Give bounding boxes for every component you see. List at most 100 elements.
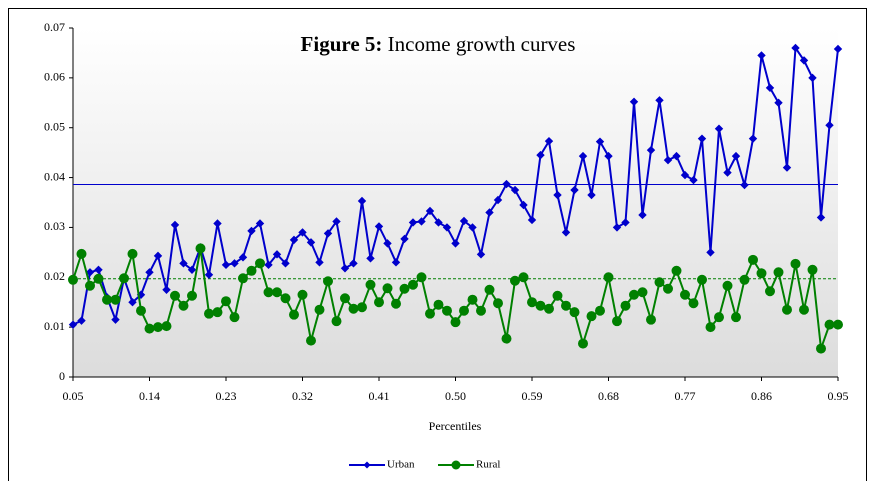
y-tick-label: 0.03: [44, 219, 65, 233]
urban-marker: [408, 218, 418, 227]
urban-marker: [349, 259, 358, 268]
x-tick-label: 0.86: [751, 389, 772, 403]
urban-marker: [570, 185, 579, 195]
urban-marker: [595, 137, 605, 146]
rural-marker: [204, 308, 214, 319]
urban-marker: [544, 136, 554, 146]
rural-marker: [331, 316, 342, 327]
urban-marker: [689, 175, 698, 185]
urban-marker: [255, 219, 265, 228]
rural-marker: [646, 314, 656, 325]
urban-marker: [672, 151, 681, 161]
urban-marker: [451, 239, 460, 248]
rural-marker: [425, 308, 435, 319]
rural-marker: [654, 277, 665, 288]
x-tick-label: 0.50: [445, 389, 466, 403]
urban-marker: [238, 253, 248, 262]
rural-marker: [416, 272, 427, 283]
urban-marker: [663, 155, 673, 165]
urban-marker: [357, 196, 367, 206]
rural-marker: [348, 303, 359, 314]
rural-marker: [195, 243, 206, 254]
urban-marker: [153, 251, 163, 261]
rural-marker: [467, 294, 478, 305]
urban-marker: [629, 97, 639, 106]
legend-marker: [363, 461, 371, 469]
urban-marker: [68, 320, 78, 329]
x-tick-label: 0.05: [63, 389, 84, 403]
y-tick-label: 0.02: [44, 269, 65, 283]
urban-marker: [391, 258, 401, 267]
rural-marker: [136, 305, 146, 316]
rural-marker: [297, 289, 308, 300]
urban-marker: [145, 268, 154, 277]
urban-marker: [366, 254, 375, 263]
rural-marker: [408, 279, 418, 290]
x-tick-label: 0.14: [139, 389, 160, 403]
urban-marker: [272, 250, 282, 259]
rural-marker: [68, 274, 78, 285]
urban-marker: [170, 220, 180, 230]
urban-marker: [816, 213, 826, 222]
rural-marker: [93, 273, 104, 284]
rural-marker: [527, 297, 537, 308]
urban-marker: [578, 151, 588, 161]
urban-marker: [179, 259, 188, 268]
urban-marker: [791, 43, 800, 53]
rural-marker: [620, 300, 631, 311]
rural-marker: [357, 302, 367, 313]
rural-marker: [263, 287, 274, 298]
urban-marker: [85, 268, 95, 277]
urban-marker: [315, 258, 324, 267]
urban-marker: [128, 298, 137, 307]
rural-marker: [476, 305, 486, 316]
urban-marker: [799, 56, 809, 65]
urban-marker: [536, 150, 545, 160]
urban-marker: [434, 218, 443, 227]
rural-marker: [102, 294, 112, 305]
rural-marker: [170, 290, 180, 301]
x-tick-label: 0.32: [292, 389, 313, 403]
rural-marker: [212, 307, 223, 318]
urban-marker: [374, 222, 384, 231]
series-group: [68, 243, 843, 354]
urban-marker: [323, 229, 333, 238]
rural-marker: [238, 273, 248, 284]
rural-marker: [374, 297, 384, 308]
urban-marker: [774, 98, 783, 107]
rural-marker: [340, 293, 350, 304]
urban-marker: [213, 219, 222, 228]
rural-marker: [586, 311, 597, 322]
rural-marker: [748, 254, 758, 265]
urban-marker: [706, 248, 715, 257]
rural-marker: [153, 322, 163, 333]
y-tick-label: 0.06: [44, 70, 65, 84]
rural-marker: [221, 296, 231, 307]
urban-marker: [553, 190, 562, 200]
legend-label: Urban: [387, 459, 415, 471]
rural-marker: [697, 274, 707, 285]
rural-marker: [323, 276, 333, 287]
urban-marker: [527, 215, 537, 225]
rural-marker: [722, 280, 733, 291]
rural-marker: [493, 298, 503, 309]
urban-marker: [425, 206, 435, 216]
rural-marker: [161, 321, 172, 332]
rural-marker: [714, 312, 724, 323]
urban-marker: [748, 134, 758, 143]
rural-marker: [442, 305, 452, 316]
rural-marker: [229, 312, 240, 323]
rural-marker: [671, 265, 682, 276]
x-axis-label: Percentiles: [429, 419, 482, 433]
urban-marker: [340, 264, 350, 273]
rural-marker: [144, 323, 155, 334]
urban-marker: [612, 223, 622, 232]
urban-marker: [510, 185, 520, 195]
rural-marker: [289, 309, 299, 320]
rural-marker: [433, 299, 444, 310]
rural-marker: [552, 290, 563, 301]
rural-marker: [110, 294, 121, 305]
rural-marker: [484, 284, 495, 295]
rural-marker: [790, 258, 801, 269]
urban-marker: [332, 217, 341, 226]
